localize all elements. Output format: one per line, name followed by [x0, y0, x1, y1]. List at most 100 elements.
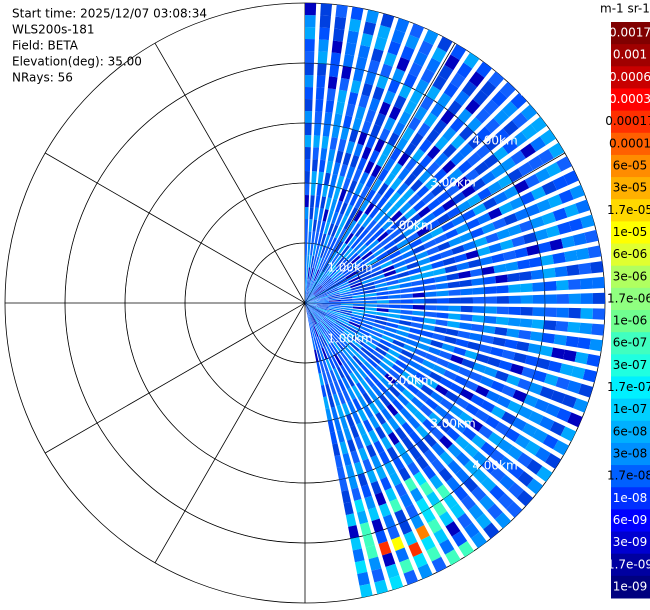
- range-gate: [403, 531, 418, 546]
- range-gate: [421, 508, 436, 524]
- range-gate: [322, 333, 330, 345]
- header-line: NRays: 56: [12, 71, 73, 85]
- range-gate: [395, 137, 409, 152]
- range-gate: [545, 162, 562, 178]
- range-gate: [314, 310, 325, 319]
- range-gate: [371, 568, 385, 583]
- range-gate: [316, 183, 323, 197]
- header-line: Elevation(deg): 35.00: [12, 55, 142, 69]
- range-gate: [372, 326, 385, 334]
- range-gate: [343, 330, 355, 339]
- range-gate: [319, 259, 327, 271]
- range-gate: [328, 344, 337, 356]
- range-label: 4.00km: [472, 134, 517, 148]
- range-gate: [582, 368, 598, 383]
- range-gate: [453, 346, 467, 356]
- range-gate: [305, 291, 309, 303]
- range-gate: [517, 471, 534, 487]
- range-gate: [455, 176, 470, 190]
- range-gate: [490, 346, 504, 358]
- range-gate: [437, 92, 452, 108]
- range-gate: [350, 80, 362, 94]
- range-gate: [412, 199, 426, 212]
- range-gate: [368, 429, 379, 444]
- range-gate: [434, 234, 448, 245]
- range-gate: [454, 396, 469, 410]
- range-gate: [432, 205, 446, 218]
- colorbar-cell: [611, 354, 650, 377]
- range-gate: [331, 271, 343, 281]
- range-gate: [342, 348, 352, 360]
- range-gate: [371, 178, 383, 192]
- range-gate: [489, 449, 505, 464]
- range-gate: [337, 379, 346, 392]
- range-gate: [433, 528, 449, 545]
- range-gate: [349, 279, 361, 286]
- range-gate: [512, 389, 528, 403]
- range-gate: [418, 170, 432, 184]
- colorbar-label: 6e-09: [613, 513, 648, 527]
- range-gate: [379, 127, 391, 142]
- range-gate: [399, 314, 413, 321]
- range-gate: [335, 256, 345, 268]
- range-gate: [322, 277, 332, 287]
- range-gate: [326, 287, 338, 294]
- range-gate: [378, 541, 392, 556]
- range-gate: [331, 40, 343, 54]
- colorbar-label: 3e-07: [613, 358, 648, 372]
- range-gate: [578, 383, 594, 398]
- range-gate: [464, 460, 479, 475]
- range-gate: [495, 274, 508, 284]
- range-gate: [416, 226, 430, 237]
- range-gate: [525, 203, 541, 217]
- range-gate: [544, 294, 557, 304]
- range-gate: [307, 314, 311, 327]
- range-gate: [408, 267, 421, 276]
- range-gate: [479, 375, 494, 388]
- range-gate: [342, 115, 353, 129]
- range-gate: [312, 284, 321, 295]
- range-gate: [367, 388, 378, 402]
- range-gate: [493, 128, 510, 144]
- range-gate: [475, 385, 490, 398]
- range-gate: [522, 422, 538, 438]
- range-gate: [387, 313, 401, 319]
- range-gate: [328, 296, 341, 300]
- range-gate: [575, 199, 591, 214]
- range-gate: [462, 427, 477, 441]
- range-gate: [399, 244, 412, 254]
- range-gate: [399, 202, 412, 215]
- range-gate: [397, 324, 411, 332]
- range-gate: [388, 368, 401, 380]
- range-gate: [374, 36, 388, 51]
- range-gate: [305, 303, 309, 315]
- range-gate: [394, 482, 408, 498]
- range-gate: [326, 313, 338, 320]
- range-gate: [315, 244, 320, 257]
- range-gate: [402, 388, 415, 401]
- range-gate: [575, 247, 590, 261]
- range-gate: [388, 289, 401, 295]
- range-gate: [334, 339, 344, 351]
- range-gate: [316, 305, 329, 309]
- range-gate: [353, 336, 365, 346]
- range-gate: [324, 262, 333, 274]
- range-gate: [424, 311, 437, 318]
- range-gate: [470, 227, 485, 239]
- range-gate: [451, 191, 466, 205]
- colorbar-label: 0.0003: [609, 92, 650, 106]
- range-gate: [349, 341, 360, 352]
- range-gate: [424, 298, 437, 304]
- range-gate: [472, 451, 488, 466]
- range-gate: [516, 259, 531, 270]
- range-gate: [325, 160, 334, 174]
- range-gate: [480, 400, 496, 413]
- range-gate: [493, 263, 507, 274]
- range-gate: [323, 172, 331, 186]
- range-gate: [348, 321, 361, 328]
- range-gate: [319, 15, 331, 29]
- range-gate: [439, 175, 454, 190]
- range-gate: [363, 313, 376, 319]
- range-gate: [383, 90, 396, 105]
- range-gate: [350, 536, 362, 551]
